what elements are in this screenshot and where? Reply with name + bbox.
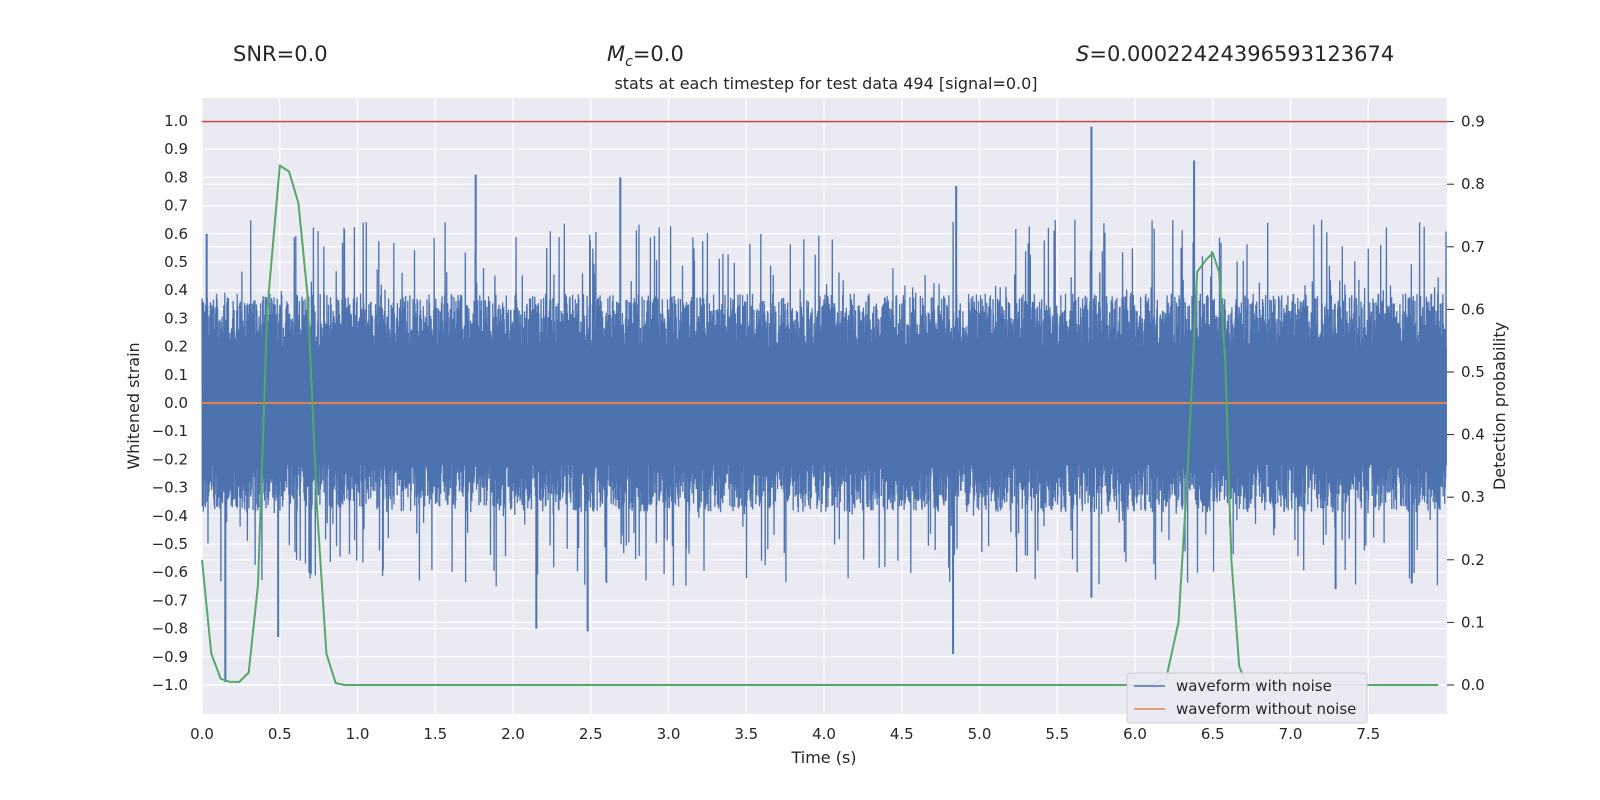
mc-symbol: M [607, 42, 625, 66]
y-axis-label: Whitened strain [124, 342, 143, 469]
y2-tick-label: 0.9 [1461, 113, 1485, 131]
y-tick-label: 1.0 [164, 112, 188, 130]
x-tick-label: 0.0 [190, 725, 214, 743]
x-tick-label: 0.5 [268, 725, 292, 743]
x-tick-label: 1.5 [423, 725, 447, 743]
y-tick-label: 0.0 [164, 394, 188, 412]
y-axis-left: 1.0 0.9 0.8 0.7 0.6 0.5 0.4 0.3 0.2 0.1 0.0 −0.1 −0.… [152, 112, 188, 694]
x-tick-label: 1.0 [346, 725, 370, 743]
x-tick-label: 3.0 [657, 725, 681, 743]
x-tick-label: 6.5 [1201, 725, 1225, 743]
y2-tick-label: 0.7 [1461, 238, 1485, 256]
chart-title: stats at each timestep for test data 494… [614, 74, 1037, 93]
x-tick-label: 7.0 [1279, 725, 1303, 743]
x-tick-label: 7.5 [1356, 725, 1380, 743]
x-tick-label: 6.0 [1123, 725, 1147, 743]
y-tick-label: 0.5 [164, 253, 188, 271]
y-tick-label: 0.8 [164, 168, 188, 186]
legend-box [1126, 672, 1368, 724]
overlay-series [201, 120, 1447, 686]
y-tick-label: −0.1 [152, 422, 188, 440]
legend-label-noise: waveform with noise [1176, 677, 1332, 695]
y-axis-right: 0.9 0.8 0.7 0.6 0.5 0.4 0.3 0.2 0.1 0.0 [1447, 113, 1485, 694]
x-tick-label: 4.5 [890, 725, 914, 743]
chirp-mass-label: Mc=0.0 [607, 42, 684, 70]
x-axis-label: Time (s) [790, 748, 856, 767]
legend-label-clean: waveform without noise [1176, 700, 1356, 718]
y-tick-label: −0.4 [152, 507, 188, 525]
y-tick-label: 0.7 [164, 197, 188, 215]
snr-label: SNR=0.0 [233, 42, 328, 66]
x-tick-label: 2.0 [501, 725, 525, 743]
y2-tick-label: 0.1 [1461, 613, 1485, 631]
y-tick-label: −0.5 [152, 535, 188, 553]
y2-tick-label: 0.4 [1461, 426, 1485, 444]
s-stat-label: S=0.00022424396593123674 [1076, 42, 1394, 66]
detection-probability-line [201, 164, 1439, 686]
noise-series [201, 126, 1447, 683]
x-tick-label: 5.0 [968, 725, 992, 743]
y2-tick-label: 0.3 [1461, 488, 1485, 506]
y-tick-label: 0.3 [164, 309, 188, 327]
x-tick-label: 2.5 [579, 725, 603, 743]
y-tick-label: −1.0 [152, 676, 188, 694]
x-tick-label: 4.0 [812, 725, 836, 743]
x-tick-label: 3.5 [734, 725, 758, 743]
y-tick-label: −0.3 [152, 479, 188, 497]
y2-tick-label: 0.5 [1461, 363, 1485, 381]
y-tick-label: 0.9 [164, 140, 188, 158]
y2-tick-label: 0.2 [1461, 551, 1485, 569]
y2-tick-label: 0.6 [1461, 300, 1485, 318]
x-tick-label: 5.5 [1045, 725, 1069, 743]
y-tick-label: 0.6 [164, 225, 188, 243]
y-tick-label: 0.4 [164, 281, 188, 299]
s-value: =0.00022424396593123674 [1089, 42, 1394, 66]
y-tick-label: −0.6 [152, 563, 188, 581]
y-tick-label: −0.8 [152, 620, 188, 638]
noise-core-band [202, 346, 1447, 466]
x-axis: 0.0 0.5 1.0 1.5 2.0 2.5 3.0 3.5 4.0 4.5 5.0 5.5 6.0 6… [190, 725, 1380, 743]
y-tick-label: −0.9 [152, 648, 188, 666]
y2-tick-label: 0.8 [1461, 175, 1485, 193]
y2-axis-label: Detection probability [1490, 322, 1509, 490]
y-tick-label: −0.2 [152, 450, 188, 468]
legend: waveform with noise waveform without noi… [1126, 672, 1368, 724]
mc-subscript: c [625, 54, 633, 70]
y-tick-label: 0.2 [164, 338, 188, 356]
y-tick-label: −0.7 [152, 591, 188, 609]
s-symbol: S [1076, 42, 1089, 66]
y2-tick-label: 0.0 [1461, 676, 1485, 694]
mc-value: =0.0 [633, 42, 684, 66]
y-tick-label: 0.1 [164, 366, 188, 384]
